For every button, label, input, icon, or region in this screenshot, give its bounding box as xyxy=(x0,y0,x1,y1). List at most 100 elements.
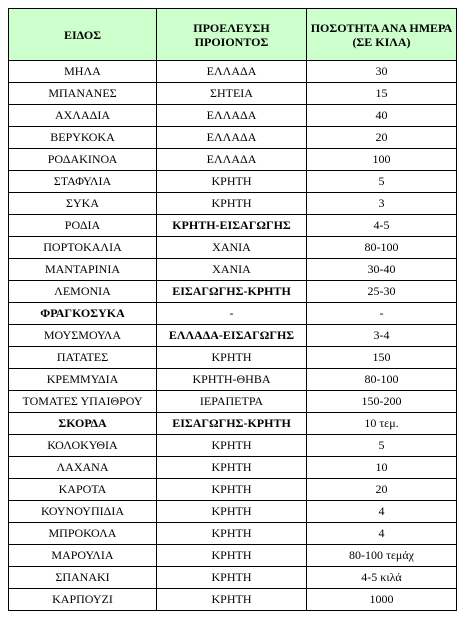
table-row: ΛΕΜΟΝΙΑ ΕΙΣΑΓΩΓΗΣ-ΚΡΗΤΗ 25-30 xyxy=(8,280,457,303)
table-body: ΜΗΛΑ ΕΛΛΑΔΑ 30 ΜΠΑΝΑΝΕΣ ΣΗΤΕΙΑ 15 ΑΧΛΑΔΙΑ ΕΛΛΑΔ… xyxy=(8,60,457,611)
table-cell: ΣΚΟΡΔΑ xyxy=(8,412,157,435)
table-cell: ΚΡΗΤΗ-ΕΙΣΑΓΩΓΗΣ xyxy=(156,214,307,237)
table-row: ΜΠΑΝΑΝΕΣ ΣΗΤΕΙΑ 15 xyxy=(8,82,457,105)
table-row: ΦΡΑΓΚΟΣΥΚΑ - - xyxy=(8,302,457,325)
table-cell: - xyxy=(156,302,307,325)
table-cell: ΜΠΑΝΑΝΕΣ xyxy=(8,82,157,105)
table-cell: ΚΡΗΤΗ-ΘΗΒΑ xyxy=(156,368,307,391)
table-cell: 150-200 xyxy=(306,390,457,413)
table-cell: ΚΡΗΤΗ xyxy=(156,434,307,457)
table-cell: ΜΑΝΤΑΡΙΝΙΑ xyxy=(8,258,157,281)
table-cell: ΕΙΣΑΓΩΓΗΣ-ΚΡΗΤΗ xyxy=(156,280,307,303)
table-cell: ΕΛΛΑΔΑ xyxy=(156,148,307,171)
table-cell: 3 xyxy=(306,192,457,215)
table-cell: ΛΑΧΑΝΑ xyxy=(8,456,157,479)
header-cell: ΠΡΟΕΛΕΥΣΗ ΠΡΟΙΟΝΤΟΣ xyxy=(156,8,307,61)
table-cell: 4 xyxy=(306,522,457,545)
table-cell: 80-100 xyxy=(306,236,457,259)
table-cell: 15 xyxy=(306,82,457,105)
table-cell: ΙΕΡΑΠΕΤΡΑ xyxy=(156,390,307,413)
table-cell: ΚΡΕΜΜΥΔΙΑ xyxy=(8,368,157,391)
table-row: ΣΥΚΑ ΚΡΗΤΗ 3 xyxy=(8,192,457,215)
table-row: ΡΟΔΙΑ ΚΡΗΤΗ-ΕΙΣΑΓΩΓΗΣ 4-5 xyxy=(8,214,457,237)
table-cell: 25-30 xyxy=(306,280,457,303)
table-cell: ΚΡΗΤΗ xyxy=(156,588,307,611)
table-cell: 4 xyxy=(306,500,457,523)
table-cell: ΒΕΡΥΚΟΚΑ xyxy=(8,126,157,149)
table-cell: 80-100 τεμάχ xyxy=(306,544,457,567)
table-cell: 10 τεμ. xyxy=(306,412,457,435)
table-cell: 30 xyxy=(306,60,457,83)
table-cell: 20 xyxy=(306,478,457,501)
table-row: ΚΟΥΝΟΥΠΙΔΙΑ ΚΡΗΤΗ 4 xyxy=(8,500,457,523)
produce-table: ΕΙΔΟΣ ΠΡΟΕΛΕΥΣΗ ΠΡΟΙΟΝΤΟΣ ΠΟΣΟΤΗΤΑ ΑΝΑ ΗΜΕ… xyxy=(8,8,457,611)
table-row: ΜΠΡΟΚΟΛΑ ΚΡΗΤΗ 4 xyxy=(8,522,457,545)
table-cell: ΚΡΗΤΗ xyxy=(156,500,307,523)
table-cell: ΚΡΗΤΗ xyxy=(156,456,307,479)
table-cell: 40 xyxy=(306,104,457,127)
table-cell: ΚΡΗΤΗ xyxy=(156,478,307,501)
table-cell: 20 xyxy=(306,126,457,149)
table-cell: ΛΕΜΟΝΙΑ xyxy=(8,280,157,303)
table-cell: ΕΛΛΑΔΑ xyxy=(156,60,307,83)
table-cell: ΕΛΛΑΔΑ xyxy=(156,126,307,149)
table-row: ΚΟΛΟΚΥΘΙΑ ΚΡΗΤΗ 5 xyxy=(8,434,457,457)
table-cell: ΚΡΗΤΗ xyxy=(156,544,307,567)
table-cell: 5 xyxy=(306,170,457,193)
table-cell: ΜΟΥΣΜΟΥΛΑ xyxy=(8,324,157,347)
table-cell: 100 xyxy=(306,148,457,171)
table-cell: ΦΡΑΓΚΟΣΥΚΑ xyxy=(8,302,157,325)
table-row: ΣΚΟΡΔΑ ΕΙΣΑΓΩΓΗΣ-ΚΡΗΤΗ 10 τεμ. xyxy=(8,412,457,435)
table-cell: ΚΡΗΤΗ xyxy=(156,170,307,193)
table-cell: ΕΛΛΑΔΑ xyxy=(156,104,307,127)
table-cell: ΚΑΡΠΟΥΖΙ xyxy=(8,588,157,611)
table-row: ΒΕΡΥΚΟΚΑ ΕΛΛΑΔΑ 20 xyxy=(8,126,457,149)
table-row: ΜΑΝΤΑΡΙΝΙΑ ΧΑΝΙΑ 30-40 xyxy=(8,258,457,281)
header-cell: ΕΙΔΟΣ xyxy=(8,8,157,61)
table-cell: ΣΥΚΑ xyxy=(8,192,157,215)
table-cell: ΧΑΝΙΑ xyxy=(156,258,307,281)
header-row: ΕΙΔΟΣ ΠΡΟΕΛΕΥΣΗ ΠΡΟΙΟΝΤΟΣ ΠΟΣΟΤΗΤΑ ΑΝΑ ΗΜΕ… xyxy=(8,8,457,61)
header-cell: ΠΟΣΟΤΗΤΑ ΑΝΑ ΗΜΕΡΑ (ΣΕ ΚΙΛΑ) xyxy=(306,8,457,61)
table-cell: 3-4 xyxy=(306,324,457,347)
table-row: ΚΑΡΠΟΥΖΙ ΚΡΗΤΗ 1000 xyxy=(8,588,457,611)
table-row: ΚΡΕΜΜΥΔΙΑ ΚΡΗΤΗ-ΘΗΒΑ 80-100 xyxy=(8,368,457,391)
table-cell: ΑΧΛΑΔΙΑ xyxy=(8,104,157,127)
table-cell: ΡΟΔΙΑ xyxy=(8,214,157,237)
table-cell: ΣΗΤΕΙΑ xyxy=(156,82,307,105)
table-row: ΠΑΤΑΤΕΣ ΚΡΗΤΗ 150 xyxy=(8,346,457,369)
table-row: ΚΑΡΟΤΑ ΚΡΗΤΗ 20 xyxy=(8,478,457,501)
table-cell: ΜΑΡΟΥΛΙΑ xyxy=(8,544,157,567)
table-row: ΤΟΜΑΤΕΣ ΥΠΑΙΘΡΟΥ ΙΕΡΑΠΕΤΡΑ 150-200 xyxy=(8,390,457,413)
table-cell: 4-5 κιλά xyxy=(306,566,457,589)
table-cell: 10 xyxy=(306,456,457,479)
table-cell: ΚΟΛΟΚΥΘΙΑ xyxy=(8,434,157,457)
table-row: ΡΟΔΑΚΙΝΟΑ ΕΛΛΑΔΑ 100 xyxy=(8,148,457,171)
table-cell: ΚΡΗΤΗ xyxy=(156,346,307,369)
table-cell: 1000 xyxy=(306,588,457,611)
table-row: ΜΑΡΟΥΛΙΑ ΚΡΗΤΗ 80-100 τεμάχ xyxy=(8,544,457,567)
table-row: ΜΗΛΑ ΕΛΛΑΔΑ 30 xyxy=(8,60,457,83)
table-cell: ΚΟΥΝΟΥΠΙΔΙΑ xyxy=(8,500,157,523)
table-cell: ΣΠΑΝΑΚΙ xyxy=(8,566,157,589)
table-cell: ΤΟΜΑΤΕΣ ΥΠΑΙΘΡΟΥ xyxy=(8,390,157,413)
table-cell: - xyxy=(306,302,457,325)
table-cell: ΣΤΑΦΥΛΙΑ xyxy=(8,170,157,193)
table-header: ΕΙΔΟΣ ΠΡΟΕΛΕΥΣΗ ΠΡΟΙΟΝΤΟΣ ΠΟΣΟΤΗΤΑ ΑΝΑ ΗΜΕ… xyxy=(8,8,457,61)
table-row: ΣΤΑΦΥΛΙΑ ΚΡΗΤΗ 5 xyxy=(8,170,457,193)
table-cell: ΚΡΗΤΗ xyxy=(156,522,307,545)
table-cell: ΕΙΣΑΓΩΓΗΣ-ΚΡΗΤΗ xyxy=(156,412,307,435)
table-cell: ΕΛΛΑΔΑ-ΕΙΣΑΓΩΓΗΣ xyxy=(156,324,307,347)
table-cell: 30-40 xyxy=(306,258,457,281)
table-row: ΠΟΡΤΟΚΑΛΙΑ ΧΑΝΙΑ 80-100 xyxy=(8,236,457,259)
table-cell: ΧΑΝΙΑ xyxy=(156,236,307,259)
table-cell: ΚΡΗΤΗ xyxy=(156,566,307,589)
table-cell: ΚΑΡΟΤΑ xyxy=(8,478,157,501)
table-row: ΛΑΧΑΝΑ ΚΡΗΤΗ 10 xyxy=(8,456,457,479)
table-row: ΑΧΛΑΔΙΑ ΕΛΛΑΔΑ 40 xyxy=(8,104,457,127)
table-cell: ΜΠΡΟΚΟΛΑ xyxy=(8,522,157,545)
table-cell: ΠΟΡΤΟΚΑΛΙΑ xyxy=(8,236,157,259)
table-row: ΣΠΑΝΑΚΙ ΚΡΗΤΗ 4-5 κιλά xyxy=(8,566,457,589)
table-row: ΜΟΥΣΜΟΥΛΑ ΕΛΛΑΔΑ-ΕΙΣΑΓΩΓΗΣ 3-4 xyxy=(8,324,457,347)
